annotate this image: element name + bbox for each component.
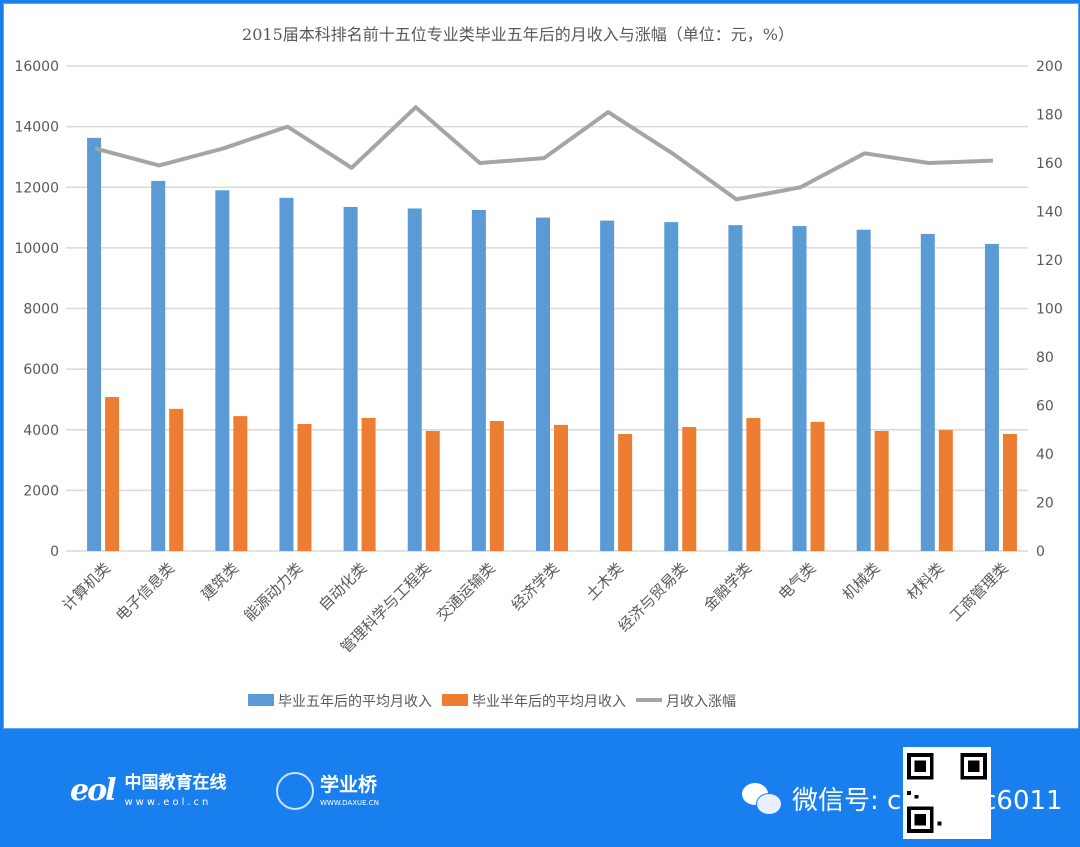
bar-five-year xyxy=(792,226,807,552)
bar-five-year xyxy=(600,220,615,551)
xueyeqiao-name: 学业桥 xyxy=(320,774,378,797)
bar-five-year xyxy=(856,229,871,551)
y-right-tick-label: 20 xyxy=(1036,496,1054,512)
bar-half-year xyxy=(425,430,440,551)
qr-finder xyxy=(914,813,927,826)
y-left-tick-label: 10000 xyxy=(14,241,59,257)
y-left-tick-label: 14000 xyxy=(14,120,59,136)
qr-finder xyxy=(914,760,927,773)
qr-module xyxy=(907,791,911,795)
qr-module xyxy=(914,794,919,799)
x-category-label: 电气类 xyxy=(775,559,820,604)
bar-half-year xyxy=(233,416,248,551)
y-right-tick-label: 140 xyxy=(1036,205,1063,221)
qr-finder xyxy=(967,760,980,773)
y-left-tick-label: 12000 xyxy=(14,180,59,196)
y-left-tick-label: 0 xyxy=(50,544,59,560)
bar-half-year xyxy=(297,423,312,551)
y-right-tick-label: 180 xyxy=(1036,108,1063,124)
y-right-tick-label: 60 xyxy=(1036,399,1054,415)
bar-half-year xyxy=(554,424,568,551)
bar-half-year xyxy=(361,417,376,551)
bar-five-year xyxy=(920,233,935,551)
xueyeqiao-emblem-icon xyxy=(276,772,314,810)
x-category-label: 土木类 xyxy=(582,559,627,604)
y-left-tick-label: 6000 xyxy=(23,362,59,378)
legend-swatch xyxy=(442,694,468,706)
x-category-label: 计算机类 xyxy=(59,559,114,614)
bar-five-year xyxy=(664,222,679,551)
bar-half-year xyxy=(874,430,889,551)
chart-title: 2015届本科排名前十五位专业类毕业五年后的月收入与涨幅（单位：元，%） xyxy=(242,25,794,44)
x-category-label: 电子信息类 xyxy=(112,559,178,625)
y-right-tick-label: 0 xyxy=(1036,544,1045,560)
qr-module xyxy=(937,821,942,826)
bar-five-year xyxy=(728,225,743,551)
legend-label: 毕业五年后的平均月收入 xyxy=(278,694,432,710)
y-left-tick-label: 4000 xyxy=(23,423,59,439)
xueyeqiao-url: WWW.DAXUE.CN xyxy=(320,798,379,807)
bar-half-year xyxy=(169,408,184,551)
xueyeqiao-logo[interactable]: 学业桥 WWW.DAXUE.CN xyxy=(276,772,379,810)
bar-five-year xyxy=(407,208,422,551)
legend-label: 月收入涨幅 xyxy=(666,694,736,710)
y-left-tick-label: 16000 xyxy=(14,59,59,75)
legend-swatch xyxy=(248,694,274,706)
y-right-tick-label: 200 xyxy=(1036,59,1063,75)
bar-five-year xyxy=(471,209,486,551)
bar-five-year xyxy=(151,180,166,551)
x-category-label: 自动化类 xyxy=(315,559,370,614)
x-category-label: 金融学类 xyxy=(700,559,755,614)
bar-five-year xyxy=(87,137,102,551)
eol-logo[interactable]: eol 中国教育在线 www.eol.cn xyxy=(70,773,227,809)
x-category-label: 经济学类 xyxy=(508,559,563,614)
y-right-tick-label: 100 xyxy=(1036,302,1063,318)
bar-half-year xyxy=(105,397,120,551)
y-right-tick-label: 120 xyxy=(1036,253,1063,269)
bar-half-year xyxy=(682,427,697,551)
chart: 2015届本科排名前十五位专业类毕业五年后的月收入与涨幅（单位：元，%） 0 20… xyxy=(14,25,1063,710)
bar-five-year xyxy=(984,243,999,551)
x-category-label: 机械类 xyxy=(839,559,884,604)
x-category-label: 交通运输类 xyxy=(433,559,499,625)
bar-half-year xyxy=(938,430,953,551)
qr-code xyxy=(903,747,991,839)
x-category-label: 经济与贸易类 xyxy=(615,559,691,635)
wechat-icon xyxy=(742,782,784,815)
bar-five-year xyxy=(279,197,294,551)
x-category-label: 建筑类 xyxy=(198,559,243,604)
bar-five-year xyxy=(215,190,230,551)
bar-half-year xyxy=(489,420,504,551)
legend-label: 毕业半年后的平均月收入 xyxy=(472,694,626,710)
bar-half-year xyxy=(810,421,825,551)
y-right-tick-label: 160 xyxy=(1036,156,1063,172)
y-left-tick-label: 2000 xyxy=(23,483,59,499)
y-right-tick-label: 40 xyxy=(1036,447,1054,463)
line-growth-rate xyxy=(94,105,994,202)
eol-url: www.eol.cn xyxy=(124,796,212,808)
chart-frame: 2015届本科排名前十五位专业类毕业五年后的月收入与涨幅（单位：元，%） 0 20… xyxy=(3,3,1079,729)
x-category-label: 能源动力类 xyxy=(241,559,307,625)
bar-half-year xyxy=(1002,433,1017,551)
y-right-tick-label: 80 xyxy=(1036,350,1054,366)
eol-name: 中国教育在线 xyxy=(124,773,227,793)
y-left-tick-label: 8000 xyxy=(23,302,59,318)
x-category-label: 工商管理类 xyxy=(946,559,1012,625)
bar-half-year xyxy=(618,433,633,551)
x-category-label: 材料类 xyxy=(903,559,948,604)
bar-five-year xyxy=(536,217,550,551)
bar-five-year xyxy=(343,206,358,551)
eol-logo-mark: eol xyxy=(70,773,116,809)
footer-banner: eol 中国教育在线 www.eol.cn 学业桥 WWW.DAXUE.CN 微… xyxy=(0,730,1080,847)
bar-half-year xyxy=(746,417,761,551)
eol-text: 中国教育在线 www.eol.cn xyxy=(124,773,227,808)
xueyeqiao-text: 学业桥 WWW.DAXUE.CN xyxy=(320,774,379,807)
